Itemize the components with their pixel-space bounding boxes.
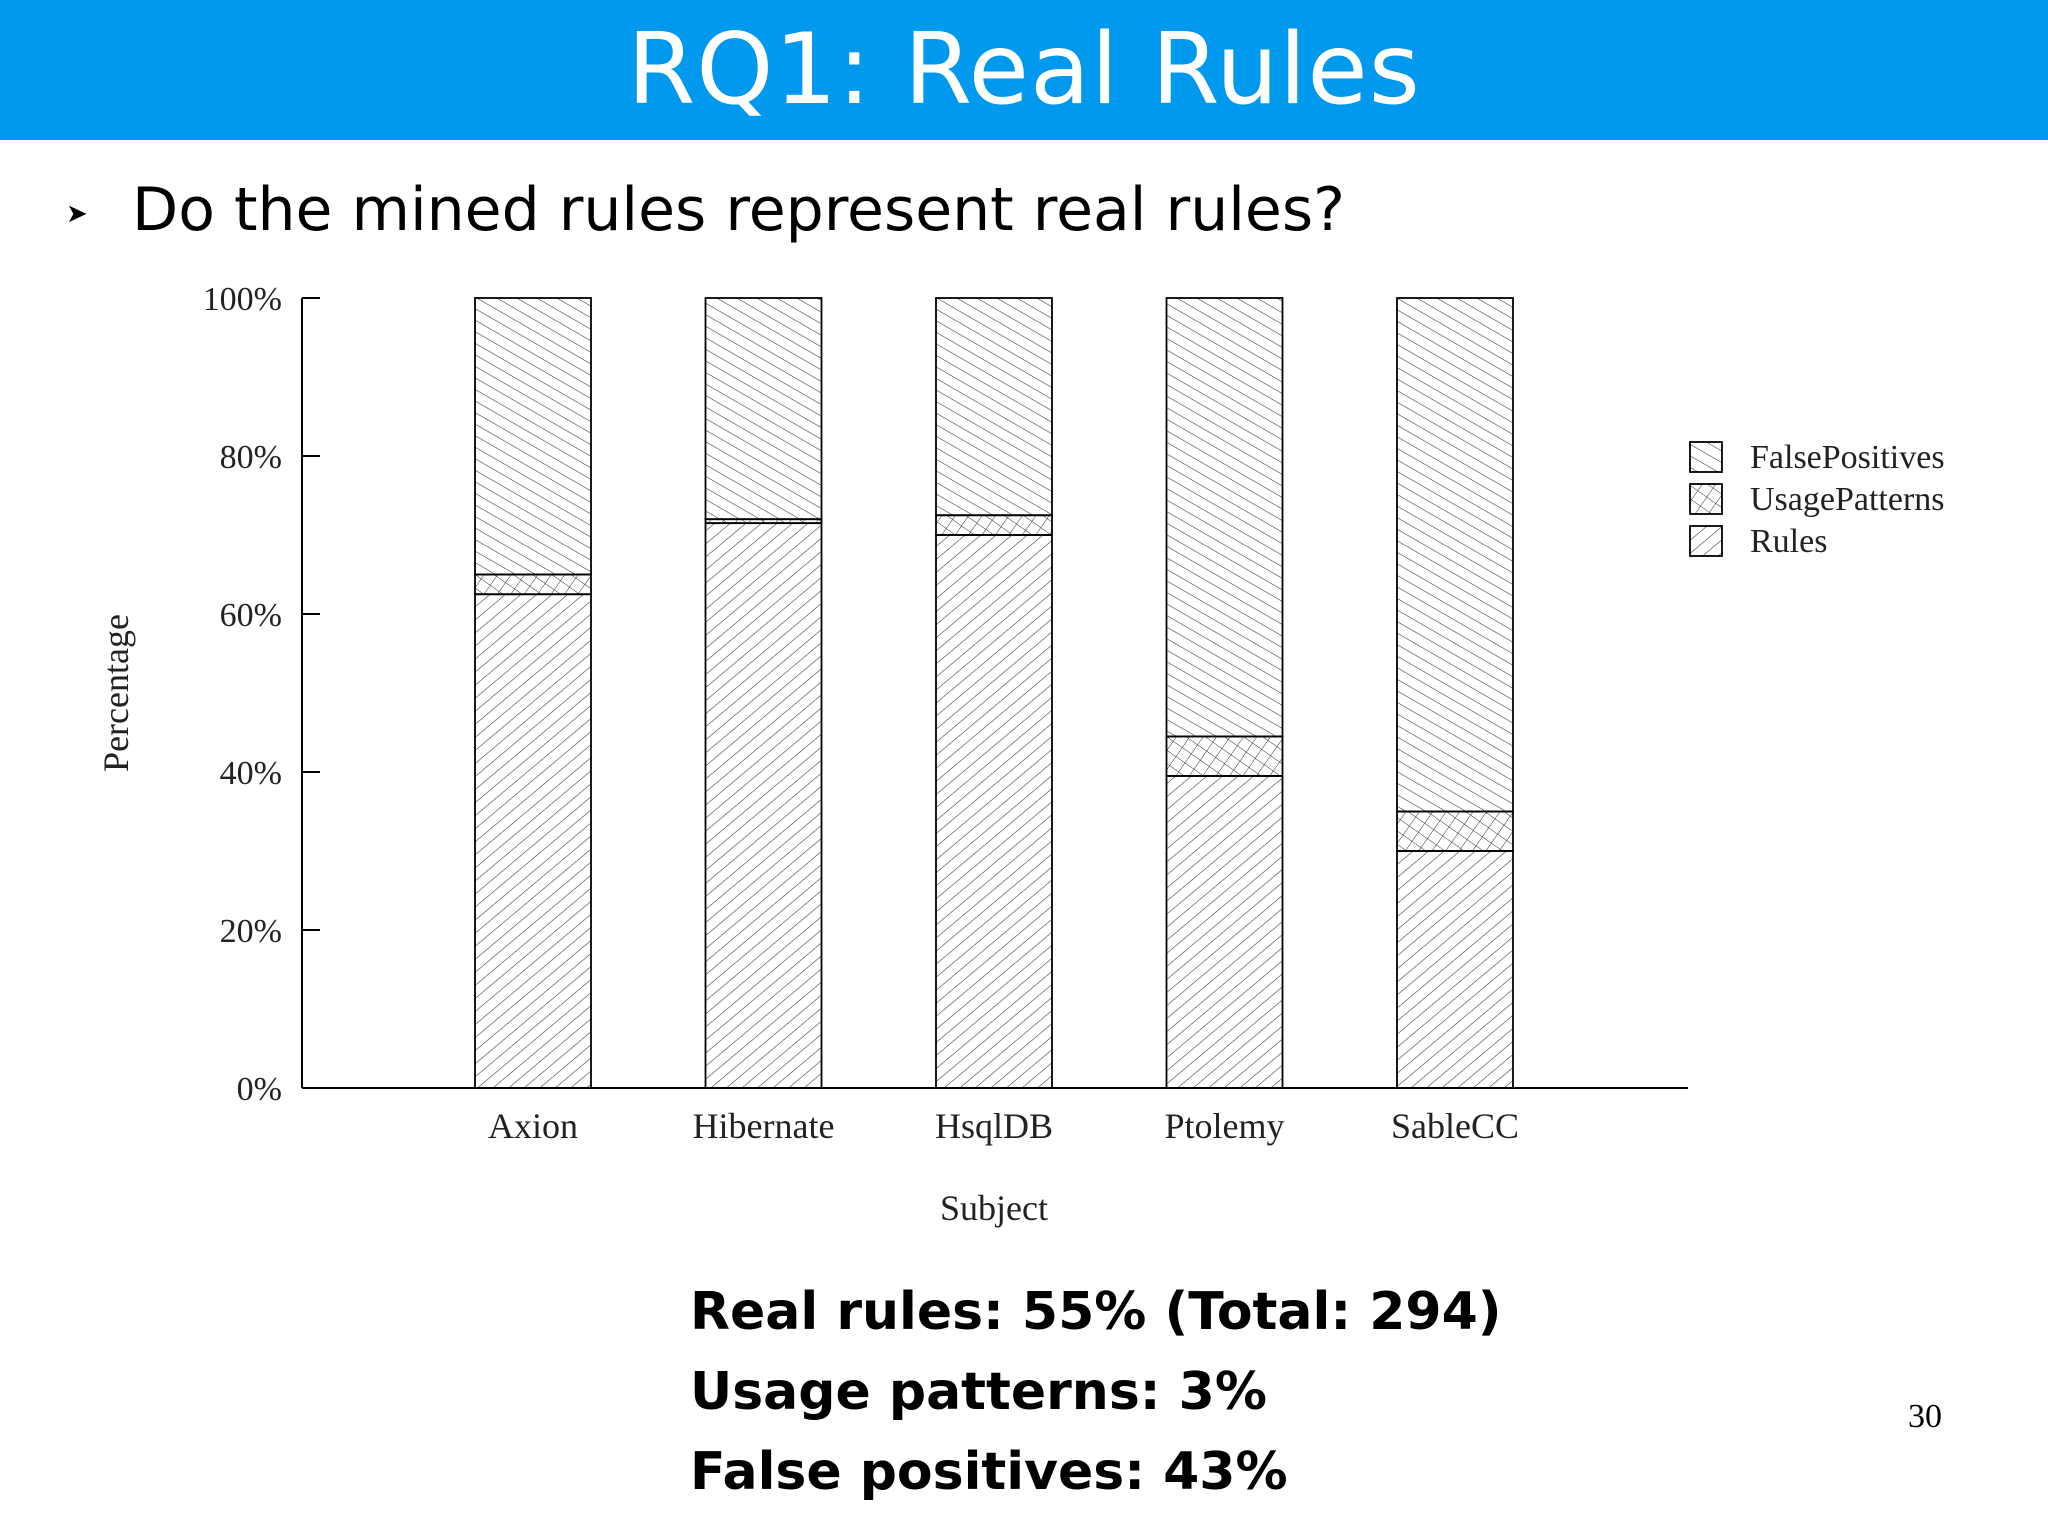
summary-false-positives: False positives: 43% bbox=[690, 1442, 1288, 1502]
bar-rules-ptolemy bbox=[1165, 775, 1284, 1089]
bar-rules-sablecc bbox=[1396, 850, 1514, 1089]
y-tick-label: 40% bbox=[220, 755, 282, 792]
slide-title: RQ1: Real Rules bbox=[627, 13, 1421, 127]
y-tick-label: 20% bbox=[220, 913, 282, 950]
legend-label-falsepositives: FalsePositives bbox=[1750, 439, 1945, 476]
legend: FalsePositives UsagePatterns Rules bbox=[1689, 439, 1945, 560]
legend-label-usagepatterns: UsagePatterns bbox=[1750, 481, 1945, 518]
arrowhead-bullet-icon: ➤ bbox=[66, 199, 88, 229]
x-axis-title: Subject bbox=[940, 1188, 1048, 1228]
bar-falsepositives-axion bbox=[474, 297, 592, 576]
y-tick-label: 0% bbox=[237, 1071, 282, 1108]
legend-swatch-usagepatterns bbox=[1689, 483, 1723, 515]
summary-usage-patterns: Usage patterns: 3% bbox=[690, 1362, 1267, 1422]
bullet-text: Do the mined rules represent real rules? bbox=[132, 175, 1345, 245]
bar-usagepatterns-ptolemy bbox=[1165, 735, 1284, 777]
bar-falsepositives-ptolemy bbox=[1165, 297, 1284, 738]
bars bbox=[474, 297, 1514, 1089]
x-tick-label: Hibernate bbox=[693, 1106, 835, 1146]
title-bar: RQ1: Real Rules bbox=[0, 0, 2048, 140]
bar-falsepositives-hibernate bbox=[704, 297, 823, 521]
y-axis-title: Percentage bbox=[96, 614, 136, 772]
bullet-row: ➤ Do the mined rules represent real rule… bbox=[66, 180, 1345, 240]
bar-rules-hibernate bbox=[704, 522, 823, 1089]
x-tick-label: HsqlDB bbox=[935, 1106, 1053, 1146]
bar-rules-axion bbox=[474, 593, 592, 1089]
x-tick-label: SableCC bbox=[1391, 1106, 1519, 1146]
y-tick-label: 80% bbox=[220, 439, 282, 476]
y-tick-label: 100% bbox=[203, 281, 282, 318]
axis-labels: 0% 20% 40% 60% 80% 100% Axion Hibernate HsqlDB Pt… bbox=[96, 281, 1519, 1228]
x-tick-label: Ptolemy bbox=[1164, 1106, 1284, 1146]
page-number: 30 bbox=[1908, 1398, 1942, 1435]
summary-real-rules: Real rules: 55% (Total: 294) bbox=[690, 1282, 1502, 1342]
bar-usagepatterns-sablecc bbox=[1396, 810, 1514, 852]
legend-label-rules: Rules bbox=[1750, 523, 1827, 560]
legend-swatch-rules bbox=[1689, 525, 1723, 557]
x-tick-label: Axion bbox=[488, 1106, 578, 1146]
bar-falsepositives-sablecc bbox=[1396, 297, 1514, 813]
bar-rules-hsqldb bbox=[935, 534, 1053, 1089]
summary-block: Real rules: 55% (Total: 294) Usage patte… bbox=[690, 1272, 1502, 1512]
bar-falsepositives-hsqldb bbox=[935, 297, 1053, 517]
bar-usagepatterns-axion bbox=[474, 573, 592, 596]
legend-swatch-falsepositives bbox=[1689, 441, 1723, 473]
bar-usagepatterns-hsqldb bbox=[935, 514, 1053, 536]
y-tick-label: 60% bbox=[220, 597, 282, 634]
